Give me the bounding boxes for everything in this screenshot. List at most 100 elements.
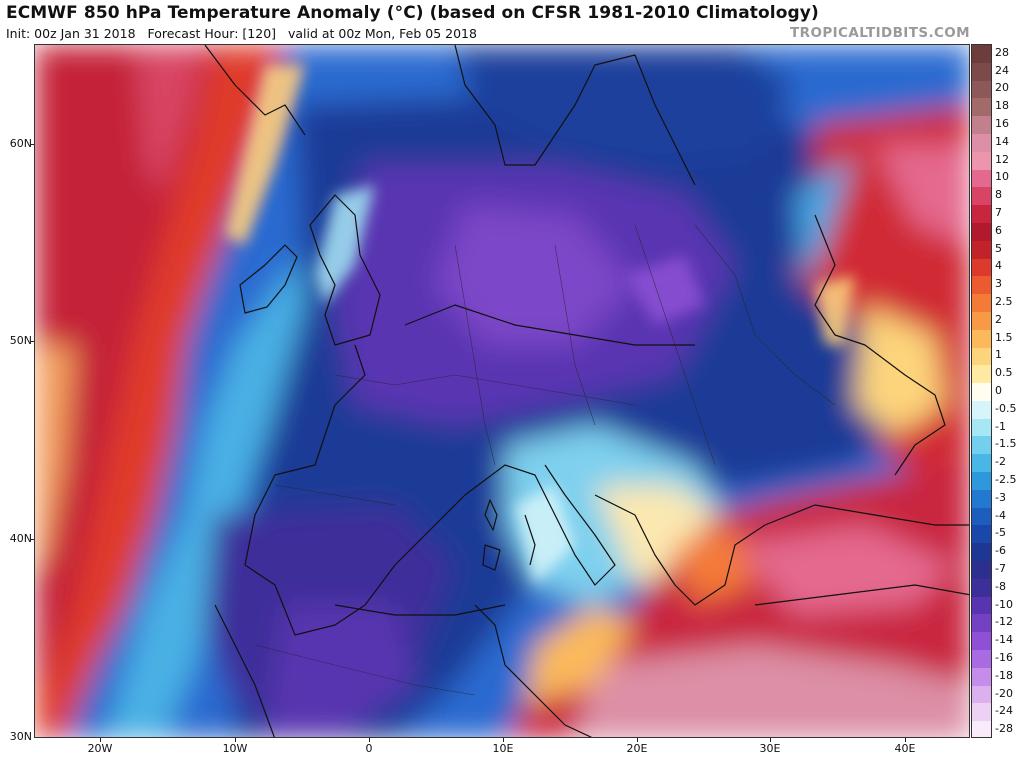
colorbar-label: -12 xyxy=(995,615,1013,629)
colorbar-swatch xyxy=(972,240,991,260)
colorbar-label: -24 xyxy=(995,704,1013,718)
colorbar-label: 1.5 xyxy=(995,330,1013,344)
colorbar-swatch xyxy=(972,329,991,348)
lat-label-40n: 40N xyxy=(9,532,32,545)
colorbar-swatch xyxy=(972,133,991,153)
colorbar-swatch xyxy=(972,454,991,473)
colorbar-label: 14 xyxy=(995,134,1009,148)
colorbar-label: -2.5 xyxy=(995,472,1017,486)
colorbar-swatch xyxy=(972,650,991,669)
colorbar-swatch xyxy=(972,685,991,704)
map-title: ECMWF 850 hPa Temperature Anomaly (°C) (… xyxy=(6,3,819,23)
lon-label-10w: 10W xyxy=(222,742,248,755)
colorbar-swatch xyxy=(972,365,991,384)
colorbar-swatch xyxy=(972,276,991,295)
forecast-hour: Forecast Hour: [120] xyxy=(147,26,277,41)
colorbar-swatch xyxy=(972,169,991,188)
colorbar-swatch xyxy=(972,80,991,99)
colorbar-label: -2 xyxy=(995,455,1006,469)
lon-tick xyxy=(905,738,906,742)
colorbar-swatch xyxy=(972,347,991,366)
colorbar-swatch xyxy=(972,596,991,615)
colorbar-swatch xyxy=(972,507,991,526)
colorbar-label: 4 xyxy=(995,259,1002,273)
colorbar-swatch xyxy=(972,614,991,633)
colorbar-swatch xyxy=(972,98,991,117)
lon-label-40e: 40E xyxy=(894,742,916,755)
colorbar-label: -16 xyxy=(995,650,1013,664)
lat-tick xyxy=(30,341,34,342)
lat-label-60n: 60N xyxy=(9,137,32,150)
colorbar-label: -28 xyxy=(995,722,1013,736)
lat-tick xyxy=(30,144,34,145)
colorbar-swatch xyxy=(972,151,991,171)
colorbar-swatch xyxy=(972,543,991,562)
lon-label-20e: 20E xyxy=(626,742,648,755)
map-subtitle: Init: 00z Jan 31 2018 Forecast Hour: [12… xyxy=(6,26,477,41)
colorbar-label: -18 xyxy=(995,668,1013,682)
lon-tick xyxy=(235,738,236,742)
colorbar-swatch xyxy=(972,703,991,722)
lon-tick xyxy=(503,738,504,742)
colorbar-label: -1.5 xyxy=(995,437,1017,451)
colorbar-label: -14 xyxy=(995,633,1013,647)
lon-label-30e: 30E xyxy=(759,742,781,755)
colorbar-label: 18 xyxy=(995,99,1009,113)
colorbar-label: -8 xyxy=(995,579,1006,593)
lon-label-10e: 10E xyxy=(492,742,514,755)
colorbar-label: -4 xyxy=(995,508,1006,522)
colorbar-label: -10 xyxy=(995,597,1013,611)
colorbar-label: 28 xyxy=(995,45,1009,59)
colorbar-label: 16 xyxy=(995,117,1009,131)
lon-label-0: 0 xyxy=(365,742,373,755)
colorbar-swatch xyxy=(972,436,991,455)
colorbar-swatch xyxy=(972,489,991,509)
coastlines xyxy=(204,45,969,737)
colorbar-label: 0.5 xyxy=(995,366,1013,380)
colorbar-swatch xyxy=(972,205,991,224)
colorbar-swatch xyxy=(972,258,991,277)
colorbar-swatch xyxy=(972,632,991,651)
colorbar-label: -1 xyxy=(995,419,1006,433)
lat-label-50n: 50N xyxy=(9,334,32,347)
colorbar-swatch xyxy=(972,383,991,402)
colorbar-label: 20 xyxy=(995,81,1009,95)
brand-watermark: TROPICALTIDBITS.COM xyxy=(790,25,970,41)
colorbar-swatch xyxy=(972,116,991,135)
colorbar-label: 5 xyxy=(995,241,1002,255)
colorbar-swatch xyxy=(972,578,991,598)
anomaly-map[interactable] xyxy=(34,44,970,738)
colorbar-label: 8 xyxy=(995,188,1002,202)
colorbar-swatch xyxy=(972,187,991,206)
colorbar-swatch xyxy=(972,472,991,491)
colorbar-label: -7 xyxy=(995,561,1006,575)
colorbar-label: 2 xyxy=(995,312,1002,326)
colorbar-label: -6 xyxy=(995,544,1006,558)
colorbar-label: 1 xyxy=(995,348,1002,362)
colorbar-label: -3 xyxy=(995,490,1006,504)
colorbar-label: 10 xyxy=(995,170,1009,184)
colorbar-swatch xyxy=(972,62,991,82)
colorbar-label: 7 xyxy=(995,206,1002,220)
colorbar-label: -0.5 xyxy=(995,401,1017,415)
colorbar-label: 0 xyxy=(995,384,1002,397)
lat-tick xyxy=(30,539,34,540)
lon-tick xyxy=(770,738,771,742)
colorbar-swatch xyxy=(972,222,991,242)
colorbar-swatch xyxy=(972,294,991,313)
colorbar-swatch xyxy=(972,400,991,420)
lon-label-20w: 20W xyxy=(87,742,113,755)
colorbar-label: 12 xyxy=(995,152,1009,166)
colorbar-swatch xyxy=(972,311,991,331)
colorbar-swatch xyxy=(972,45,991,64)
lat-label-30n: 30N xyxy=(9,730,32,743)
colorbar-swatch xyxy=(972,667,991,687)
colorbar-label: 2.5 xyxy=(995,295,1013,309)
lon-tick xyxy=(100,738,101,742)
colorbar-label: -5 xyxy=(995,526,1006,540)
colorbar-swatch xyxy=(972,525,991,544)
init-time: Init: 00z Jan 31 2018 xyxy=(6,26,136,41)
colorbar-label: 6 xyxy=(995,223,1002,237)
colorbar-swatch xyxy=(972,561,991,580)
colorbar-label: -20 xyxy=(995,686,1013,700)
